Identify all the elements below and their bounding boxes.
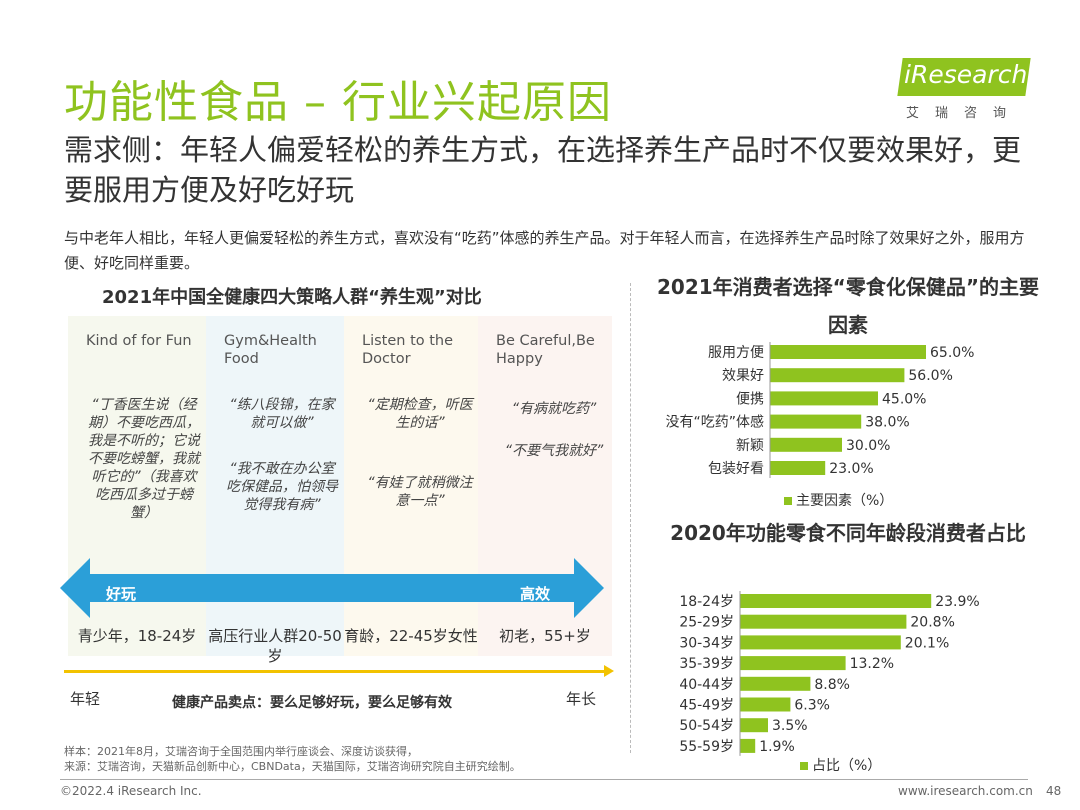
persona-group: 育龄，22-45岁女性 <box>344 627 478 645</box>
persona-quote: “有娃了就稍微注意一点” <box>367 475 473 509</box>
persona-quote: “定期检查，听医生的话” <box>367 397 473 431</box>
age-axis-arrowhead <box>604 665 614 677</box>
legend-swatch <box>800 762 808 770</box>
value-label: 6.3% <box>794 698 830 714</box>
arrow-label-fun: 好玩 <box>106 585 137 603</box>
persona-name: Gym&Health Food <box>224 333 317 367</box>
age-bar-chart: 18-24岁 23.9% 25-29岁 20.8% 30-34岁 20.1% 35-39岁 1… <box>679 591 980 774</box>
selling-point: 健康产品卖点：要么足够好玩，要么足够有效 <box>172 695 452 711</box>
value-label: 20.8% <box>910 615 954 631</box>
page-number: 48 <box>1046 784 1062 798</box>
persona-column-doctor: Listen to the Doctor “定期检查，听医生的话” “有娃了就稍… <box>344 316 478 656</box>
bar <box>740 738 756 753</box>
persona-name: Be Careful,Be Happy <box>496 333 595 367</box>
double-arrow <box>60 558 604 618</box>
logo-text: iResearch <box>904 60 1028 89</box>
bar <box>740 676 811 691</box>
persona-quote: “练八段锦，在家就可以做” <box>229 397 335 431</box>
bar <box>770 414 862 429</box>
intro-text: 与中老年人相比，年轻人更偏爱轻松的养生方式，喜欢没有“吃药”体感的养生产品。对于… <box>64 229 1025 272</box>
chart-title-factors: 2021年消费者选择“零食化保健品”的主要因素 <box>657 275 1039 337</box>
page-title: 功能性食品 – 行业兴起原因 <box>64 77 612 128</box>
bar <box>770 345 926 359</box>
persona-group: 青少年，18-24岁 <box>77 627 197 645</box>
category-label: 没有“吃药”体感 <box>665 414 764 431</box>
bar <box>740 718 768 733</box>
category-label: 30-34岁 <box>679 635 734 651</box>
value-label: 13.2% <box>850 656 894 672</box>
category-label: 25-29岁 <box>679 615 734 631</box>
factors-bar-chart: 服用方便 65.0% 效果好 56.0% 便携 45.0% 没有“吃药”体感 38.0% 新颖 3… <box>665 342 974 509</box>
value-label: 3.5% <box>772 718 808 734</box>
value-label: 56.0% <box>908 368 952 384</box>
footer-divider <box>60 779 1028 780</box>
bar <box>770 461 826 475</box>
value-label: 38.0% <box>865 415 909 431</box>
footnote-sample: 样本：2021年8月，艾瑞咨询于全国范围内举行座谈会、深度访谈获得， <box>64 745 418 758</box>
age-axis-line <box>64 670 610 673</box>
category-label: 18-24岁 <box>679 594 734 610</box>
legend-label: 主要因素（%） <box>796 493 893 509</box>
category-label: 45-49岁 <box>679 698 734 714</box>
persona-group: 初老，55+岁 <box>499 627 591 645</box>
category-label: 新颖 <box>736 438 764 454</box>
value-label: 30.0% <box>846 438 890 454</box>
category-label: 效果好 <box>722 368 764 384</box>
category-label: 40-44岁 <box>679 677 734 693</box>
persona-quote: “丁香医生说（经期）不要吃西瓜，我是不听的；它说不要吃螃蟹，我就听它的”（我喜欢… <box>88 397 200 521</box>
value-label: 1.9% <box>759 739 795 755</box>
bar <box>770 437 842 452</box>
category-label: 50-54岁 <box>679 718 734 734</box>
persona-name: Kind of for Fun <box>86 333 192 349</box>
category-label: 便携 <box>736 391 764 407</box>
panel-divider <box>630 283 631 753</box>
page-subtitle: 需求侧：年轻人偏爱轻松的养生方式，在选择养生产品时不仅要效果好，更要服用方便及好… <box>64 133 1022 207</box>
axis-label-young: 年轻 <box>70 690 101 708</box>
bar <box>740 656 846 671</box>
footnote: 样本：2021年8月，艾瑞咨询于全国范围内举行座谈会、深度访谈获得， 来源：艾瑞… <box>64 744 521 774</box>
logo-subtext: 艾瑞咨询 <box>906 106 1023 121</box>
bar <box>740 594 932 608</box>
bar <box>740 635 901 650</box>
site-url: www.iresearch.com.cn <box>898 784 1033 798</box>
persona-quote: “不要气我就好” <box>504 443 604 459</box>
value-label: 20.1% <box>905 635 949 651</box>
value-label: 23.9% <box>935 594 979 610</box>
category-label: 包装好看 <box>708 461 764 477</box>
value-label: 45.0% <box>882 391 926 407</box>
bar <box>770 368 905 383</box>
bar <box>740 614 907 629</box>
bar <box>740 697 791 712</box>
copyright: ©2022.4 iResearch Inc. <box>60 784 202 798</box>
category-label: 35-39岁 <box>679 656 734 672</box>
double-arrow-shape <box>60 558 604 618</box>
legend-label: 占比（%） <box>812 758 881 774</box>
value-label: 8.8% <box>814 677 850 693</box>
chart-title-age: 2020年功能零食不同年龄段消费者占比 <box>670 521 1026 545</box>
axis-label-old: 年长 <box>566 690 597 708</box>
persona-name: Listen to the Doctor <box>362 333 454 367</box>
legend-swatch <box>784 497 792 505</box>
value-label: 23.0% <box>829 461 873 477</box>
iresearch-logo: iResearch 艾瑞咨询 <box>897 58 1031 122</box>
category-label: 服用方便 <box>708 345 764 361</box>
left-panel-title: 2021年中国全健康四大策略人群“养生观”对比 <box>102 287 482 308</box>
persona-group: 高压行业人群20-50岁 <box>208 627 342 665</box>
value-label: 65.0% <box>930 345 974 361</box>
bar <box>770 391 878 406</box>
persona-quote: “我不敢在办公室吃保健品，怕领导觉得我有病” <box>226 461 338 513</box>
arrow-label-effective: 高效 <box>520 585 551 603</box>
persona-quote: “有病就吃药” <box>511 401 597 417</box>
category-label: 55-59岁 <box>679 739 734 755</box>
footnote-source: 来源：艾瑞咨询，天猫新品创新中心，CBNData，天猫国际，艾瑞咨询研究院自主研… <box>64 760 521 773</box>
